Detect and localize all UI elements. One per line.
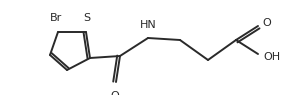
Text: OH: OH [263, 52, 280, 62]
Text: O: O [111, 91, 119, 95]
Text: HN: HN [140, 20, 156, 30]
Text: S: S [84, 13, 91, 23]
Text: O: O [262, 18, 271, 28]
Text: Br: Br [50, 13, 62, 23]
